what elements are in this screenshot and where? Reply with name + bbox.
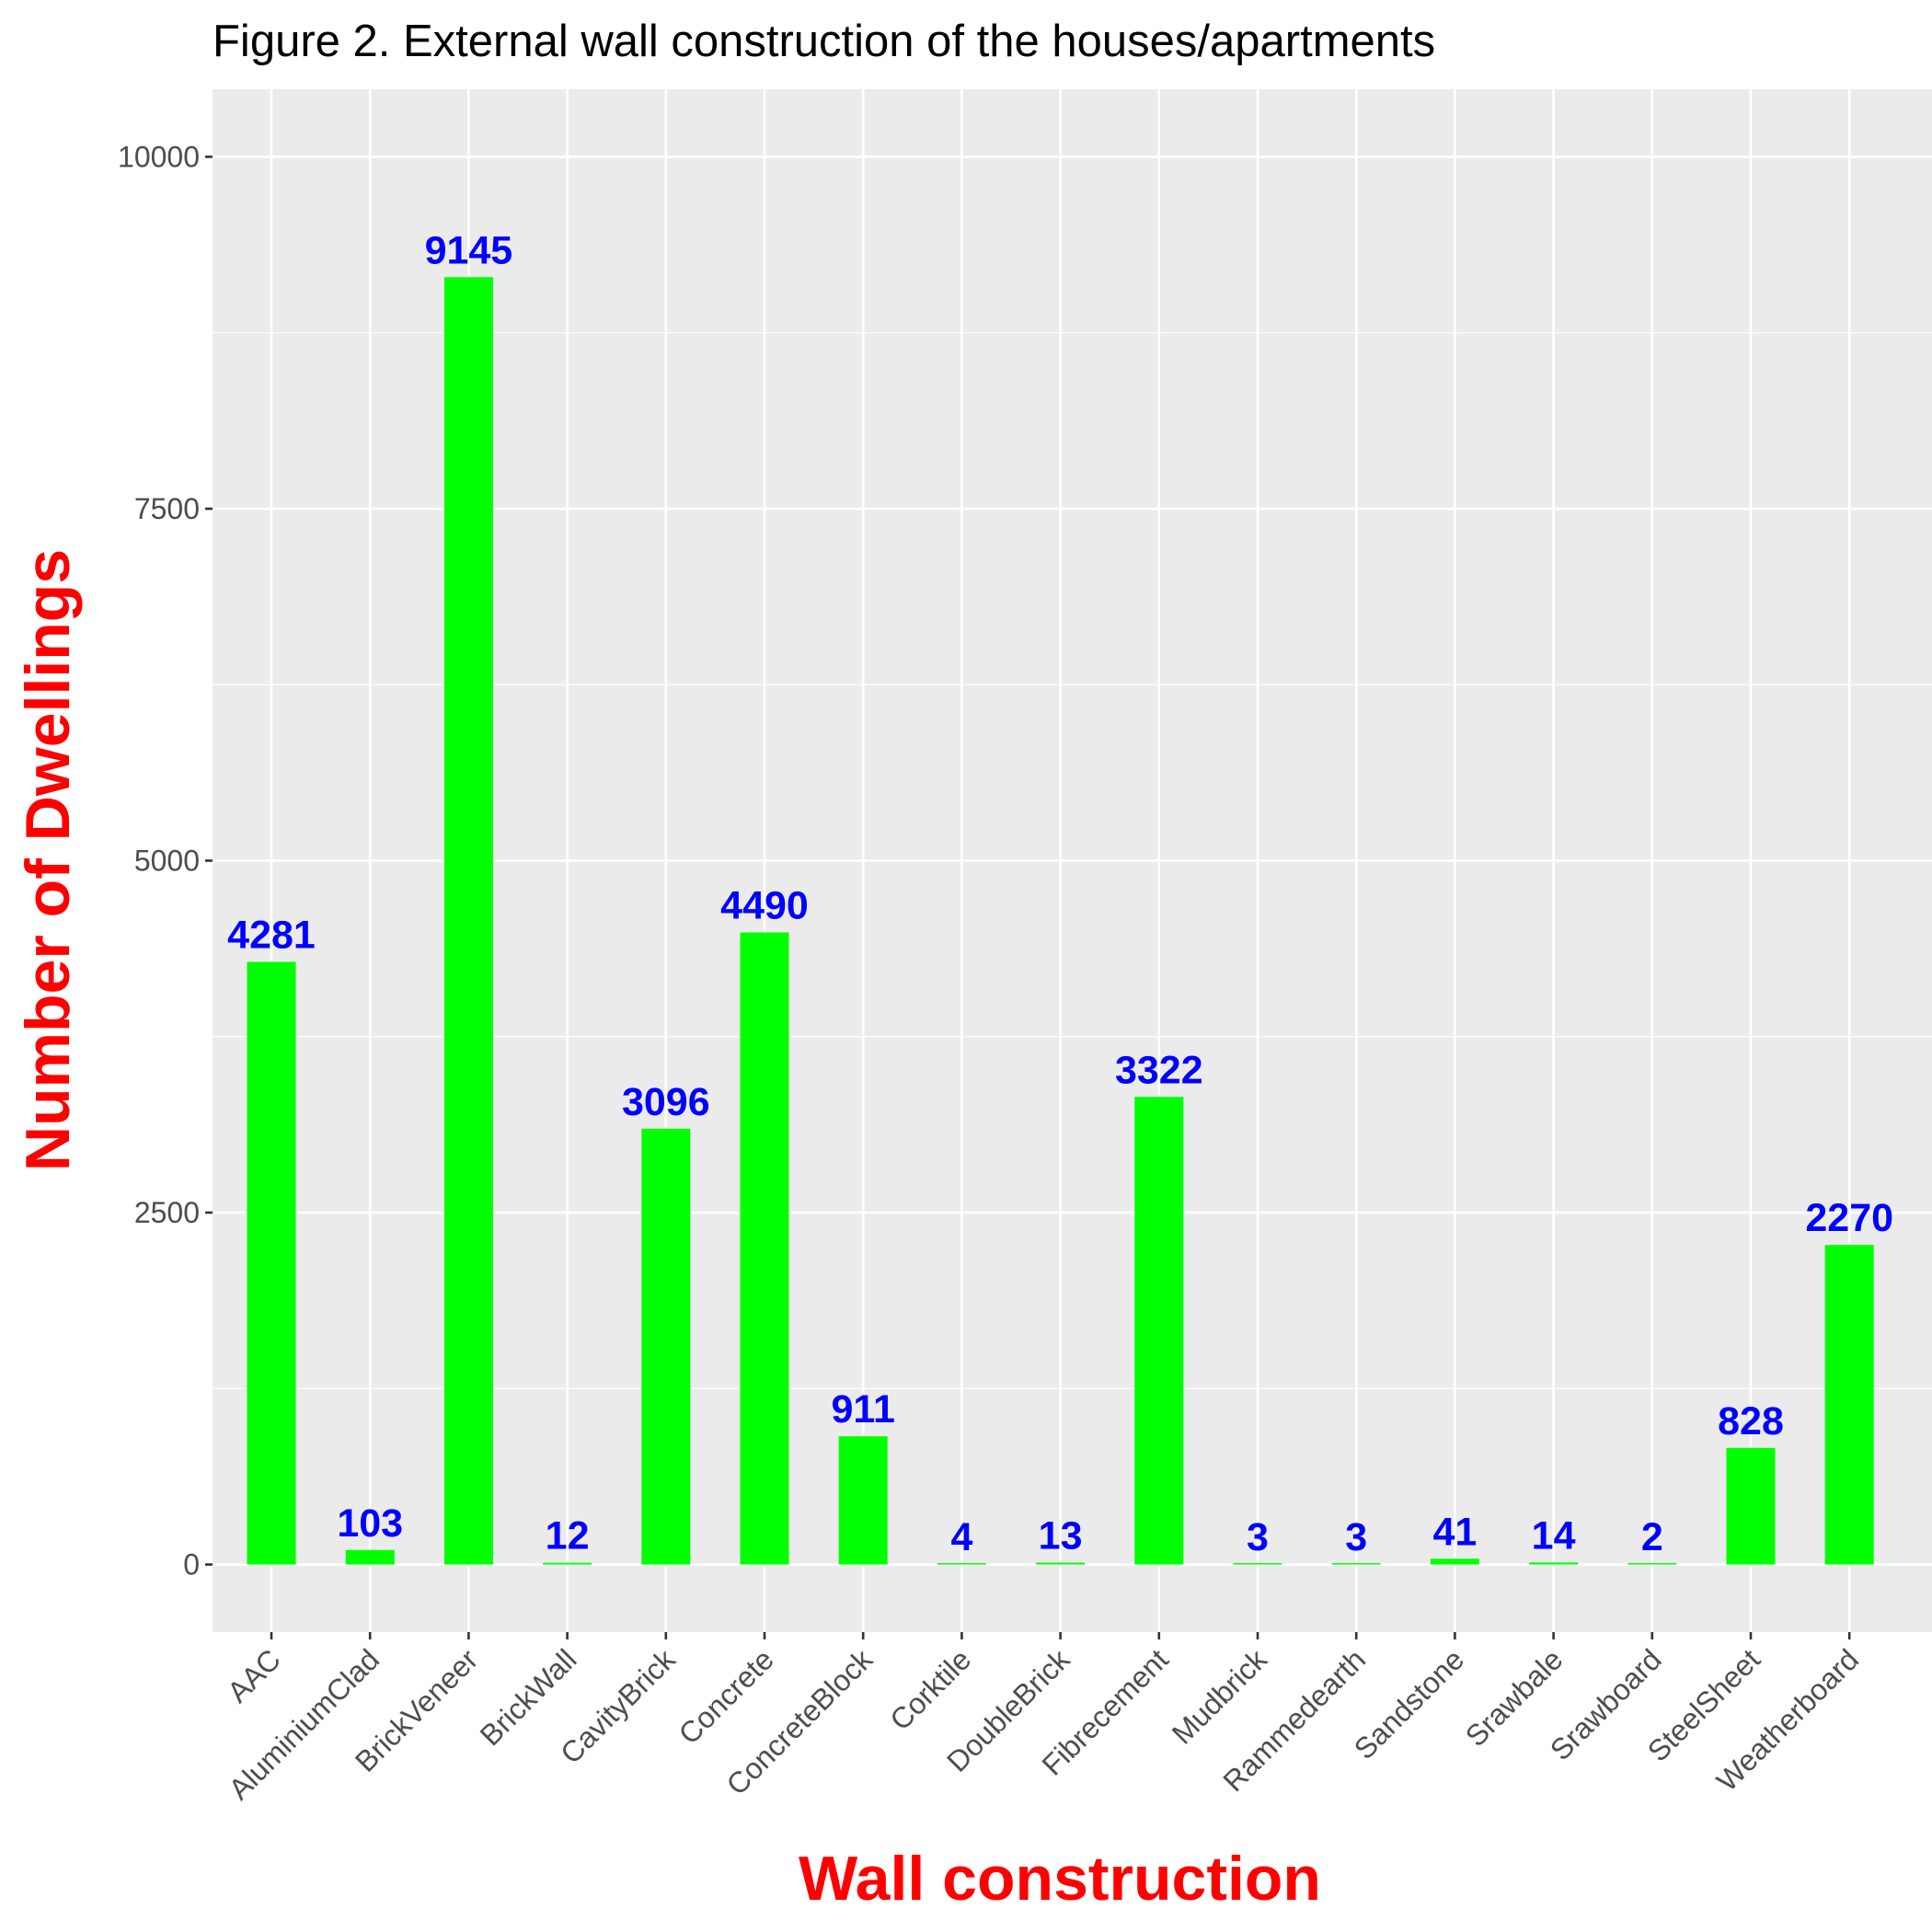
x-axis-title: Wall construction	[799, 1844, 1321, 1914]
data-label: 4	[950, 1515, 972, 1559]
x-axis: AACAluminiumCladBrickVeneerBrickWallCavi…	[221, 1632, 1865, 1806]
bar	[838, 1436, 888, 1565]
chart-title: Figure 2. External wall construction of …	[213, 17, 1435, 66]
bar	[247, 961, 296, 1565]
x-tick-label: AAC	[221, 1642, 287, 1708]
data-label: 911	[832, 1387, 895, 1432]
bar	[1134, 1097, 1184, 1565]
data-label: 14	[1532, 1513, 1576, 1558]
y-tick-label: 10000	[118, 140, 200, 173]
bar	[937, 1563, 986, 1565]
data-label: 41	[1432, 1510, 1477, 1554]
bar	[543, 1562, 592, 1565]
bar	[1036, 1562, 1086, 1565]
bar	[345, 1549, 395, 1565]
bars	[247, 277, 1874, 1565]
data-label: 13	[1039, 1514, 1083, 1558]
data-label: 9145	[425, 228, 513, 272]
y-tick-label: 7500	[134, 492, 200, 525]
bar	[1430, 1558, 1479, 1565]
data-labels: 4281 103 9145 12 3096 4490 911 4 13 3322 3 3 41 14 2 82…	[227, 228, 1893, 1559]
bar	[1627, 1563, 1677, 1565]
bar	[1824, 1245, 1874, 1565]
y-axis-title: Number of Dwellings	[13, 549, 83, 1171]
data-label: 2	[1641, 1515, 1663, 1559]
bar	[641, 1128, 691, 1565]
data-label: 103	[337, 1501, 403, 1546]
data-label: 3096	[622, 1080, 710, 1124]
data-label: 828	[1718, 1399, 1784, 1443]
bar	[443, 277, 493, 1565]
bar	[1331, 1563, 1381, 1565]
y-tick-label: 2500	[134, 1196, 200, 1229]
data-label: 4281	[227, 914, 316, 958]
y-axis: 0 2500 5000 7500 10000	[118, 140, 213, 1581]
data-label: 3	[1247, 1515, 1269, 1559]
bar	[1233, 1563, 1282, 1565]
y-tick-label: 5000	[134, 845, 200, 878]
x-tick-label: Corktile	[883, 1642, 977, 1736]
minor-gridlines	[213, 332, 1932, 1389]
data-label: 4490	[720, 884, 809, 928]
data-label: 3322	[1115, 1048, 1203, 1092]
data-label: 3	[1345, 1515, 1367, 1559]
data-label: 2270	[1805, 1196, 1893, 1240]
bar	[1726, 1447, 1776, 1565]
bar	[1529, 1562, 1579, 1565]
data-label: 12	[546, 1514, 590, 1558]
y-tick-label: 0	[183, 1548, 200, 1581]
bar	[740, 932, 789, 1565]
